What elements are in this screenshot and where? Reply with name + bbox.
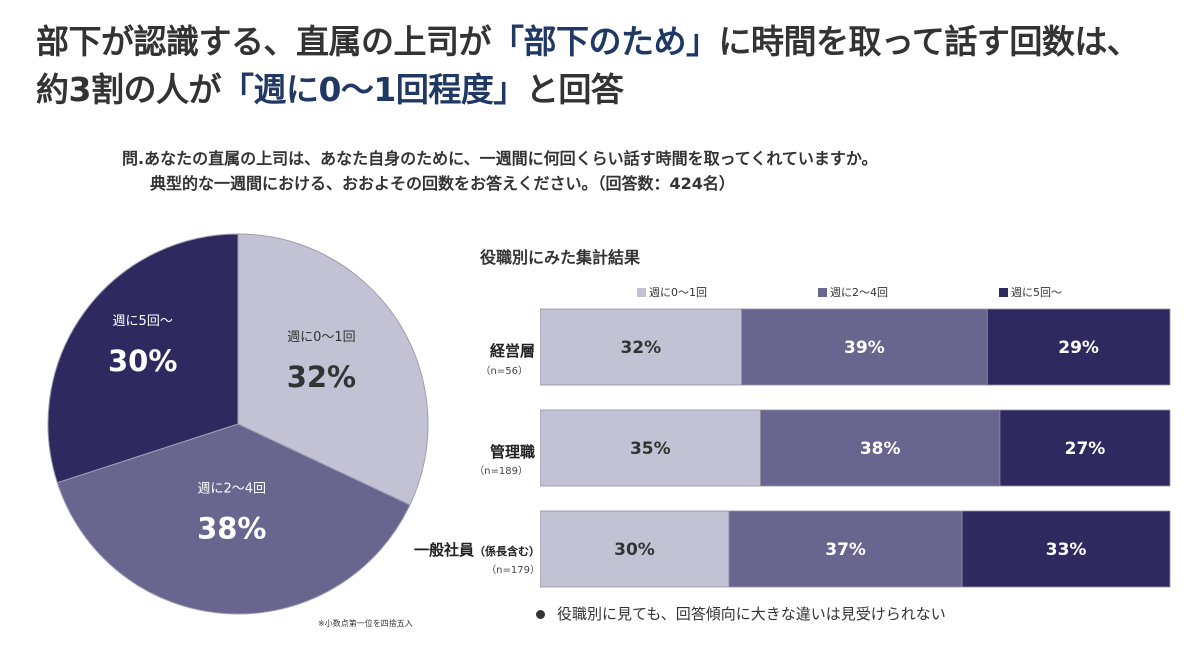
title-text: に時間を取って話す回数は、 [718, 22, 1140, 61]
title-text: 約3割の人が [36, 70, 221, 109]
title-text: 部下が認識する、直属の上司が [36, 22, 492, 61]
summary-text: 役職別に見ても、回答傾向に大きな違いは見受けられない [557, 605, 946, 623]
category-label-suffix: （係長含む） [474, 545, 540, 558]
title-line-2: 約3割の人が「週に0〜1回程度」と回答 [36, 66, 1186, 114]
bar-value-label: 33% [1046, 540, 1087, 560]
page-title: 部下が認識する、直属の上司が「部下のため」に時間を取って話す回数は、 約3割の人… [36, 18, 1186, 114]
pie-chart: 週に0〜1回 32% 週に2〜4回 38% 週に5回〜 30% [47, 233, 429, 615]
question-line-2: 典型的な一週間における、おおよその回数をお答えください。（回答数：424名） [150, 174, 735, 193]
category-n: （n=179） [486, 565, 540, 576]
bar-segment [741, 308, 988, 386]
category-label: 経営層 [489, 342, 535, 360]
legend-item: 週に2〜4回 [818, 284, 888, 300]
pie-slice-label: 週に2〜4回 [198, 482, 267, 497]
category-label: 一般社員（係長含む） [380, 539, 540, 560]
bar-value-label: 38% [860, 439, 901, 459]
bar-segment [999, 409, 1171, 487]
legend-item: 週に0〜1回 [637, 284, 707, 300]
stacked-bar-chart: 32% 39% 29% 35% 38% 27% 30% 37% 33% [540, 308, 1171, 588]
legend-label: 週に5回〜 [1011, 286, 1062, 299]
bar-value-label: 37% [825, 540, 866, 560]
bar-value-label: 32% [620, 338, 661, 358]
bar-segment [540, 308, 743, 386]
bar-chart-title: 役職別にみた集計結果 [480, 248, 641, 267]
bar-value-label: 30% [614, 540, 655, 560]
legend-item: 週に5回〜 [999, 284, 1062, 300]
pie-slice-label: 週に0〜1回 [287, 330, 356, 345]
pie-slice [47, 233, 239, 484]
legend-label: 週に2〜4回 [830, 286, 888, 299]
title-line-1: 部下が認識する、直属の上司が「部下のため」に時間を取って話す回数は、 [36, 18, 1186, 66]
legend-swatch [999, 287, 1008, 297]
bullet-icon [536, 610, 545, 619]
survey-question: 問.あなたの直属の上司は、あなた自身のために、一週間に何回くらい話す時間を取って… [122, 146, 1122, 196]
question-line-1: 問.あなたの直属の上司は、あなた自身のために、一週間に何回くらい話す時間を取って… [122, 149, 878, 168]
bar-value-label: 27% [1065, 439, 1106, 459]
pie-slice-label: 週に5回〜 [113, 314, 173, 329]
category-label: 管理職 [489, 443, 535, 461]
pie-slice [237, 233, 429, 506]
summary-note: 役職別に見ても、回答傾向に大きな違いは見受けられない [536, 603, 946, 624]
pie-value-label: 32% [287, 360, 356, 394]
pie-value-label: 30% [108, 344, 177, 378]
title-highlight: 「部下のため」 [491, 22, 719, 61]
bar-segment [540, 409, 761, 487]
pie-value-label: 38% [197, 512, 266, 546]
legend-label: 週に0〜1回 [649, 286, 707, 299]
title-highlight: 「週に0〜1回程度」 [220, 70, 526, 109]
title-text: と回答 [525, 70, 624, 109]
legend-swatch [637, 287, 646, 297]
legend-swatch [818, 287, 827, 297]
bar-segment [728, 510, 963, 588]
category-n: （n=189） [474, 466, 528, 477]
bar-segment [760, 409, 1001, 487]
bar-value-label: 39% [844, 338, 885, 358]
pie-slice [56, 423, 411, 615]
bar-value-label: 29% [1058, 338, 1099, 358]
bar-segment [540, 510, 730, 588]
bar-segment [986, 308, 1171, 386]
bar-segment [961, 510, 1171, 588]
category-n: （n=56） [480, 366, 528, 377]
category-label-main: 一般社員 [413, 541, 474, 559]
rounding-footnote: ※小数点第一位を四捨五入 [318, 619, 413, 628]
bar-value-label: 35% [630, 439, 671, 459]
